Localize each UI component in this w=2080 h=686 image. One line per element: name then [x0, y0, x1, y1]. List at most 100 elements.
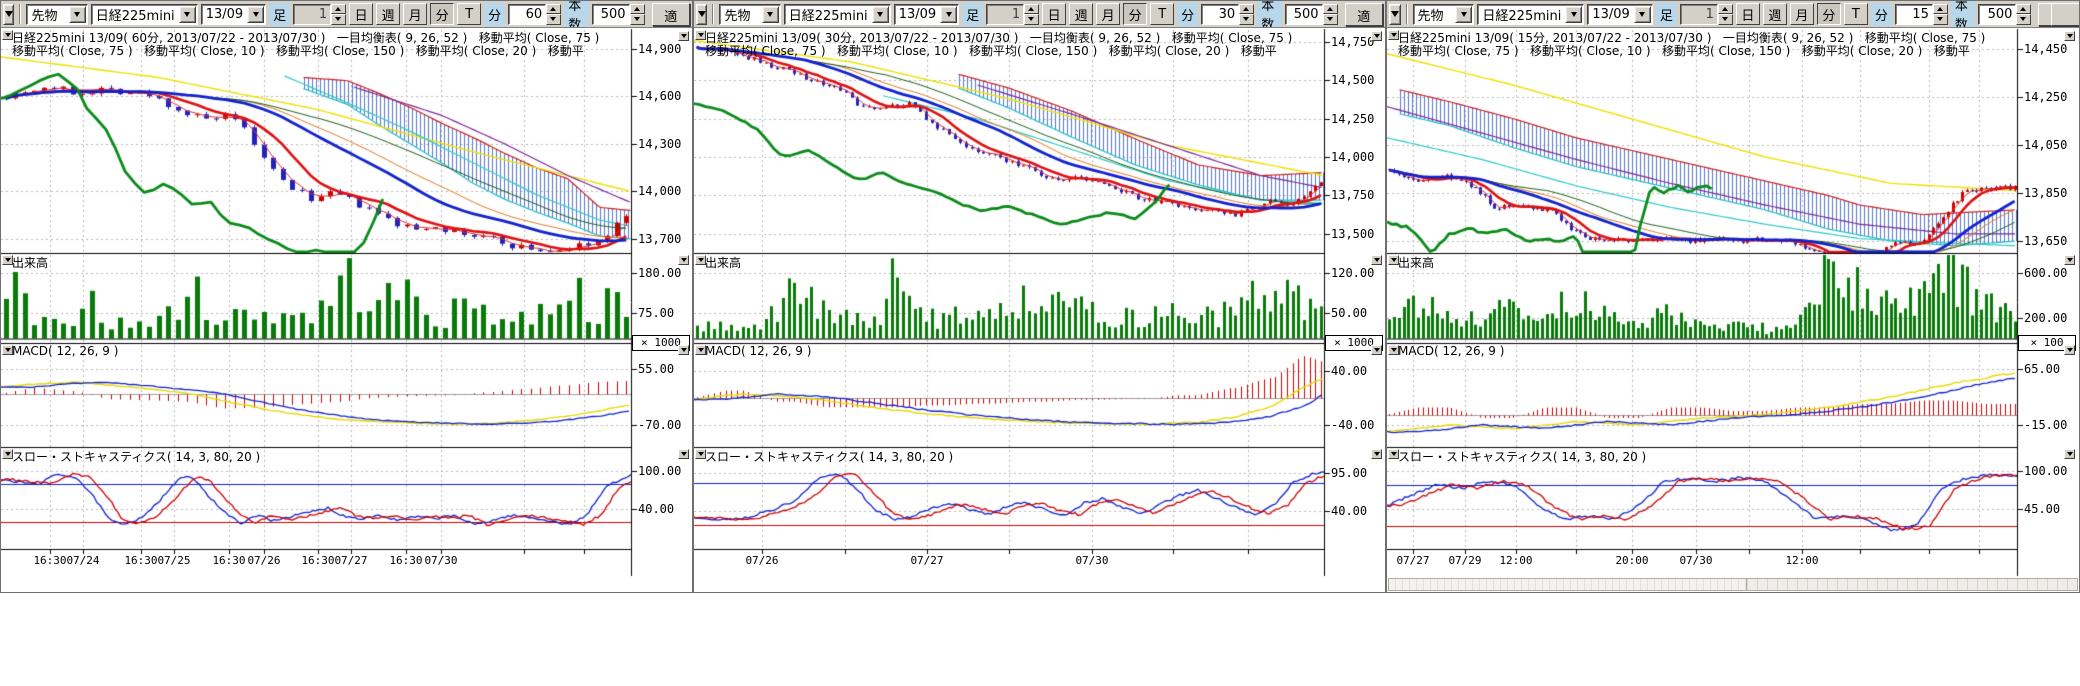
volume-pane-options-button[interactable] [1371, 255, 1382, 265]
spinner-updown-icon[interactable] [1717, 3, 1733, 25]
toolbar-separator [712, 4, 715, 24]
time-axis-label: 07/27 [910, 554, 944, 567]
period-minute-button[interactable]: 分 [1816, 3, 1841, 25]
period-month-button[interactable]: 月 [1789, 3, 1814, 25]
stoch-pane-options-button[interactable] [1371, 449, 1382, 459]
spinner-updown-icon[interactable] [629, 3, 645, 25]
y-axis-label: 14,000 [638, 184, 682, 198]
window-menu-button[interactable] [1389, 3, 1401, 25]
scrollbar-thumb[interactable] [1746, 579, 2077, 590]
toolbar-separator [19, 4, 22, 24]
category-select[interactable]: 先物 [719, 3, 781, 25]
category-select[interactable]: 先物 [1412, 3, 1475, 25]
price-pane-menu-button[interactable] [1388, 30, 1399, 40]
period-month-button[interactable]: 月 [1096, 3, 1121, 25]
combo-arrow-icon[interactable] [1565, 5, 1583, 23]
apply-button[interactable]: 適用 [1344, 2, 1383, 26]
horizontal-scrollbar[interactable] [1388, 578, 2078, 591]
macd-pane-options-button[interactable] [1371, 345, 1382, 355]
instrument-select[interactable]: 日経225mini [1477, 3, 1585, 25]
price-pane-menu-button[interactable] [2, 30, 13, 40]
bar-value-spinner[interactable]: 1 [1679, 3, 1733, 25]
combo-arrow-icon[interactable] [940, 5, 958, 23]
price-pane-options-button[interactable] [1371, 31, 1382, 41]
toolbar: 先物 日経225mini 13/09 足 1 日 週 月 分 T 分 60 本数… [1, 1, 692, 28]
window-menu-button[interactable] [3, 3, 15, 25]
stoch-pane-menu-button[interactable] [2, 449, 13, 459]
chart-legend-line1: 日経225mini 13/09( 30分, 2013/07/22 - 2013/… [705, 31, 1293, 45]
period-tick-button[interactable]: T [1843, 3, 1868, 25]
bar-value-spinner[interactable]: 1 [293, 3, 347, 25]
spinner-updown-icon[interactable] [1024, 3, 1040, 25]
combo-arrow-icon[interactable] [761, 5, 779, 23]
volume-pane-label: 出来高 [705, 256, 742, 270]
combo-arrow-icon[interactable] [68, 5, 86, 23]
volume-pane-menu-button[interactable] [1388, 255, 1399, 265]
y-axis-label: 14,600 [638, 89, 682, 103]
period-minute-button[interactable]: 分 [1123, 3, 1148, 25]
combo-arrow-icon[interactable] [1455, 5, 1473, 23]
chart-canvas[interactable] [694, 28, 1385, 592]
macd-pane-menu-button[interactable] [695, 345, 706, 355]
period-week-button[interactable]: 週 [376, 3, 401, 25]
volume-pane-options-button[interactable] [2064, 255, 2075, 265]
count-spinner[interactable]: 500 [1978, 3, 2032, 25]
category-select[interactable]: 先物 [26, 3, 88, 25]
spinner-updown-icon[interactable] [546, 3, 562, 25]
spinner-updown-icon[interactable] [1322, 3, 1338, 25]
stoch-pane-menu-button[interactable] [695, 449, 706, 459]
macd-pane-options-button[interactable] [2064, 345, 2075, 355]
price-pane-options-button[interactable] [2064, 31, 2075, 41]
stoch-pane-options-button[interactable] [2064, 449, 2075, 459]
macd-pane-menu-button[interactable] [1388, 345, 1399, 355]
combo-arrow-icon[interactable] [1633, 5, 1651, 23]
price-pane-menu-button[interactable] [695, 30, 706, 40]
count-spinner[interactable]: 500 [1284, 3, 1338, 25]
stoch-pane-menu-button[interactable] [1388, 449, 1399, 459]
period-week-button[interactable]: 週 [1069, 3, 1094, 25]
combo-arrow-icon[interactable] [871, 5, 889, 23]
spinner-updown-icon[interactable] [331, 3, 347, 25]
period-week-button[interactable]: 週 [1762, 3, 1787, 25]
time-axis-label: 16:30 [33, 554, 67, 567]
interval-spinner[interactable]: 15 [1894, 3, 1948, 25]
spinner-updown-icon[interactable] [1932, 3, 1948, 25]
contract-select[interactable]: 13/09 [1587, 3, 1653, 25]
y-axis-label: 14,500 [1331, 73, 1375, 87]
spinner-updown-icon[interactable] [1239, 3, 1255, 25]
volume-pane-options-button[interactable] [678, 255, 689, 265]
stoch-pane-options-button[interactable] [678, 449, 689, 459]
apply-button[interactable]: 適用 [651, 2, 690, 26]
combo-arrow-icon[interactable] [247, 5, 265, 23]
contract-select[interactable]: 13/09 [893, 3, 960, 25]
price-pane-options-button[interactable] [678, 31, 689, 41]
period-day-button[interactable]: 日 [349, 3, 374, 25]
bar-type-label: 足 [962, 2, 984, 26]
interval-spinner[interactable]: 60 [508, 3, 562, 25]
period-day-button[interactable]: 日 [1735, 3, 1760, 25]
contract-select[interactable]: 13/09 [200, 3, 267, 25]
count-spinner[interactable]: 500 [591, 3, 645, 25]
stoch-pane-label: スロー・ストキャスティクス( 14, 3, 80, 20 ) [1398, 450, 1647, 464]
macd-pane-menu-button[interactable] [2, 345, 13, 355]
spinner-updown-icon[interactable] [2016, 3, 2032, 25]
period-month-button[interactable]: 月 [403, 3, 428, 25]
count-value: 500 [1284, 3, 1323, 25]
macd-pane-options-button[interactable] [678, 345, 689, 355]
period-tick-button[interactable]: T [457, 3, 482, 25]
period-day-button[interactable]: 日 [1042, 3, 1067, 25]
combo-arrow-icon[interactable] [178, 5, 196, 23]
chart-canvas[interactable] [1387, 28, 2079, 592]
chart-canvas[interactable] [1, 28, 692, 592]
volume-pane-menu-button[interactable] [2, 255, 13, 265]
interval-spinner[interactable]: 30 [1201, 3, 1255, 25]
volume-pane-menu-button[interactable] [695, 255, 706, 265]
scrollbar-track[interactable] [1389, 579, 1747, 590]
window-menu-button[interactable] [696, 3, 708, 25]
bar-value-spinner[interactable]: 1 [986, 3, 1040, 25]
instrument-select[interactable]: 日経225mini [783, 3, 891, 25]
period-minute-button[interactable]: 分 [430, 3, 455, 25]
period-tick-button[interactable]: T [1150, 3, 1175, 25]
clipped-toolbar-button[interactable] [2051, 3, 2079, 26]
instrument-select[interactable]: 日経225mini [90, 3, 198, 25]
